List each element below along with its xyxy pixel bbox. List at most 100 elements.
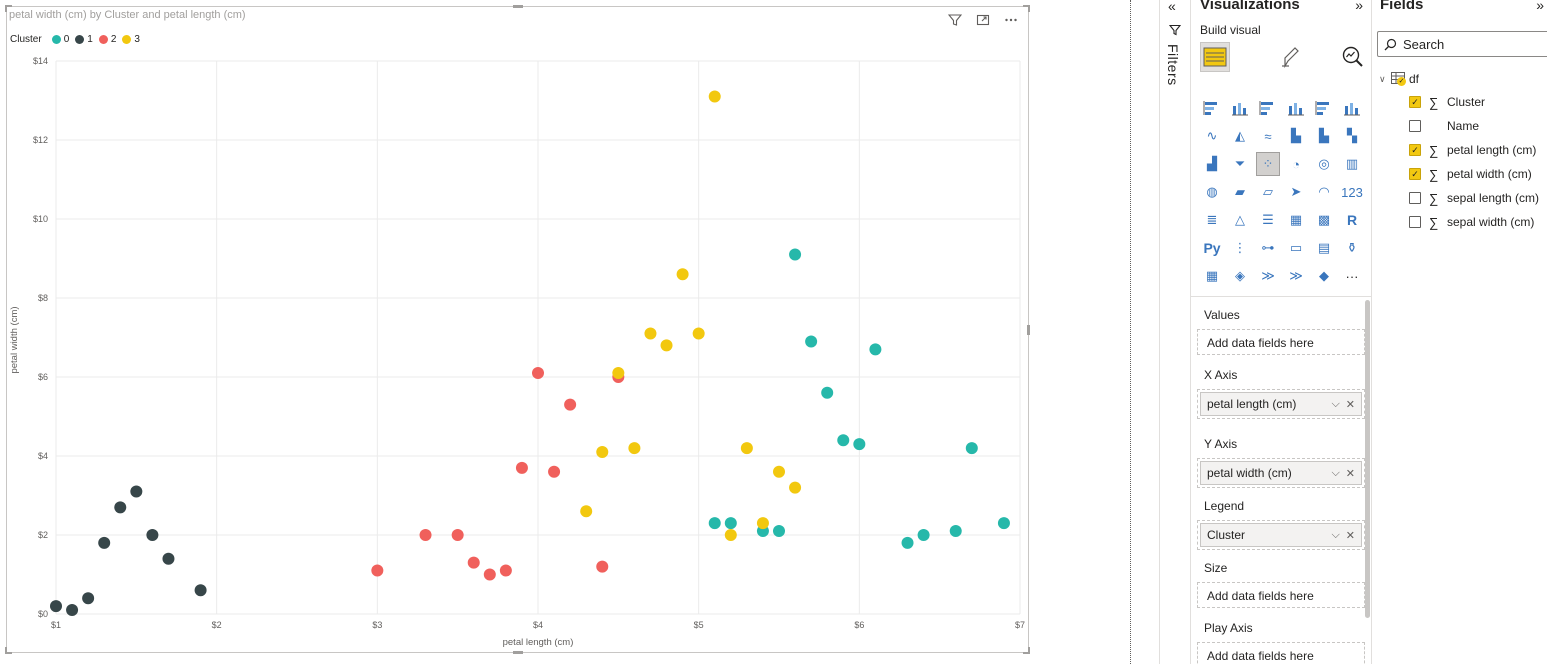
data-point-cluster-1[interactable] [130, 485, 143, 498]
resize-handle-bottom[interactable] [513, 651, 523, 654]
data-point-cluster-0[interactable] [997, 517, 1010, 530]
field-checkbox[interactable] [1409, 120, 1421, 132]
data-point-cluster-0[interactable] [901, 536, 914, 549]
gauge-icon[interactable]: ◠ [1318, 184, 1330, 199]
remove-field-icon[interactable]: ✕ [1345, 467, 1355, 480]
azure-map-icon[interactable]: ➤ [1290, 184, 1302, 199]
viz-pane-scrollbar[interactable] [1365, 300, 1370, 618]
data-point-cluster-2[interactable] [371, 564, 384, 577]
data-point-cluster-0[interactable] [724, 517, 737, 530]
table-icon[interactable]: ▦ [1289, 212, 1303, 227]
shape-map-icon[interactable]: ▱ [1263, 184, 1273, 199]
field-row[interactable]: ∑ sepal width (cm) [1379, 210, 1547, 234]
scatter-chart[interactable]: $1 $2 $3 $4 $5 $6 $7 $0 $2 $4 $6 $8 $10 $12 $14 petal … [7, 7, 1028, 652]
treemap-icon[interactable]: ▥ [1345, 156, 1359, 171]
data-point-cluster-0[interactable] [869, 343, 882, 356]
legend-item-2[interactable]: 2 [98, 34, 116, 45]
collapse-visualizations-icon[interactable]: » [1355, 0, 1363, 13]
multi-row-card-icon[interactable]: ≣ [1206, 212, 1218, 227]
stacked-bar-icon[interactable] [1200, 96, 1224, 120]
data-point-cluster-3[interactable] [596, 446, 609, 459]
power-apps-icon[interactable]: ◈ [1235, 268, 1245, 283]
data-point-cluster-3[interactable] [773, 465, 785, 478]
field-checkbox[interactable]: ✓ [1409, 144, 1421, 156]
data-point-cluster-3[interactable] [789, 481, 802, 494]
scatter-icon[interactable]: ⁘ [1256, 152, 1280, 176]
build-visual-tab[interactable] [1200, 42, 1230, 72]
qa-icon[interactable]: ▭ [1289, 240, 1303, 255]
analytics-tab[interactable] [1338, 42, 1368, 72]
data-point-cluster-0[interactable] [949, 525, 962, 538]
data-point-cluster-3[interactable] [692, 327, 705, 340]
data-point-cluster-0[interactable] [773, 525, 785, 538]
data-point-cluster-2[interactable] [499, 564, 512, 577]
field-row[interactable]: ✓ ∑ petal width (cm) [1379, 162, 1547, 186]
data-point-cluster-3[interactable] [708, 90, 721, 103]
stacked-area-icon[interactable]: ≈ [1264, 128, 1272, 144]
data-point-cluster-0[interactable] [837, 434, 850, 447]
more-options-icon[interactable] [1002, 12, 1020, 28]
r-visual-icon[interactable]: R [1346, 212, 1358, 228]
chevron-down-icon[interactable]: ⌵ [1331, 466, 1340, 479]
remove-field-icon[interactable]: ✕ [1345, 529, 1355, 542]
donut-icon[interactable]: ◎ [1318, 156, 1330, 171]
area-icon[interactable]: ◭ [1235, 128, 1245, 143]
data-point-cluster-3[interactable] [676, 268, 689, 281]
data-point-cluster-0[interactable] [789, 248, 802, 261]
field-row[interactable]: ✓ ∑ petal length (cm) [1379, 138, 1547, 162]
line-column-icon[interactable]: ▙ [1291, 128, 1301, 143]
data-point-cluster-2[interactable] [596, 560, 609, 573]
format-visual-tab[interactable] [1276, 42, 1306, 72]
data-point-cluster-0[interactable] [853, 438, 866, 451]
line-icon[interactable]: ∿ [1206, 128, 1218, 143]
key-influencers-icon[interactable]: ⋮ [1233, 240, 1247, 255]
data-point-cluster-0[interactable] [965, 442, 978, 455]
data-point-cluster-1[interactable] [66, 604, 79, 617]
data-point-cluster-0[interactable] [805, 335, 818, 348]
data-point-cluster-0[interactable] [821, 386, 834, 399]
data-point-cluster-2[interactable] [548, 465, 561, 478]
resize-handle-right[interactable] [1027, 325, 1030, 335]
data-point-cluster-2[interactable] [515, 461, 528, 474]
data-point-cluster-1[interactable] [146, 529, 159, 541]
data-point-cluster-0[interactable] [708, 517, 721, 530]
fields-search-input[interactable]: Search [1377, 31, 1547, 57]
clustered-column-icon[interactable] [1284, 96, 1308, 120]
focus-mode-icon[interactable] [974, 12, 992, 28]
stacked-column-icon[interactable] [1228, 96, 1252, 120]
resize-corner-tl[interactable] [5, 5, 12, 12]
y-axis-field-pill[interactable]: petal width (cm) ⌵ ✕ [1200, 461, 1362, 485]
field-checkbox[interactable] [1409, 192, 1421, 204]
play-axis-drop-zone[interactable]: Add data fields here [1197, 642, 1365, 664]
data-point-cluster-1[interactable] [98, 536, 111, 549]
data-point-cluster-3[interactable] [756, 517, 769, 530]
data-point-cluster-2[interactable] [564, 398, 577, 411]
legend-field-pill[interactable]: Cluster ⌵ ✕ [1200, 523, 1362, 547]
data-point-cluster-1[interactable] [50, 600, 62, 613]
legend-item-3[interactable]: 3 [122, 34, 140, 45]
resize-corner-br[interactable] [1023, 647, 1030, 654]
legend-item-0[interactable]: 0 [51, 34, 69, 45]
slicer-icon[interactable]: ☰ [1262, 212, 1274, 227]
more-visuals-icon[interactable]: ··· [1345, 268, 1359, 284]
data-point-cluster-1[interactable] [82, 592, 95, 605]
power-automate-icon[interactable]: ≫ [1261, 268, 1275, 283]
resize-corner-tr[interactable] [1023, 5, 1030, 12]
data-point-cluster-3[interactable] [628, 442, 641, 455]
data-point-cluster-3[interactable] [580, 505, 593, 518]
data-point-cluster-1[interactable] [194, 584, 207, 597]
filters-label[interactable]: Filters [1165, 44, 1181, 86]
data-point-cluster-2[interactable] [532, 367, 544, 380]
data-point-cluster-2[interactable] [467, 556, 480, 569]
chevron-down-icon[interactable]: ∨ [1379, 73, 1386, 84]
data-point-cluster-2[interactable] [483, 568, 496, 581]
card-icon[interactable]: 123 [1341, 184, 1363, 200]
resize-handle-top[interactable] [513, 5, 523, 8]
data-point-cluster-3[interactable] [612, 367, 625, 380]
table-node-df[interactable]: ∨ ✓ df [1379, 68, 1547, 90]
decomposition-tree-icon[interactable]: ⊶ [1261, 240, 1275, 255]
size-drop-zone[interactable]: Add data fields here [1197, 582, 1365, 608]
data-point-cluster-0[interactable] [917, 529, 930, 541]
kpi-icon[interactable]: △ [1235, 212, 1245, 227]
filter-icon[interactable] [946, 12, 964, 28]
